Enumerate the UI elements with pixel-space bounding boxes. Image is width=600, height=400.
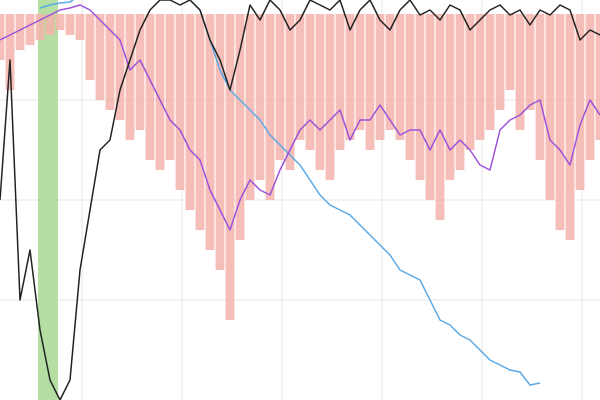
bar: [385, 14, 395, 130]
bar: [105, 14, 115, 110]
bar: [15, 14, 25, 50]
bar: [555, 14, 565, 230]
bar: [425, 14, 435, 200]
bar: [85, 14, 95, 80]
bar: [355, 14, 365, 130]
bar: [285, 14, 295, 170]
bar: [335, 14, 345, 150]
bar: [145, 14, 155, 160]
bar: [265, 14, 275, 200]
bar: [255, 14, 265, 180]
bar: [5, 14, 15, 90]
bar: [595, 14, 600, 140]
bar: [315, 14, 325, 170]
bar: [125, 14, 135, 140]
bar: [585, 14, 595, 160]
bar: [375, 14, 385, 140]
bar: [295, 14, 305, 140]
bar: [45, 14, 55, 35]
bar: [245, 14, 255, 200]
bar: [225, 14, 235, 320]
bar: [535, 14, 545, 160]
bar: [405, 14, 415, 160]
bar: [365, 14, 375, 150]
bar: [455, 14, 465, 170]
line: [39, 0, 541, 386]
bar: [275, 14, 285, 160]
bar: [135, 14, 145, 130]
bar: [485, 14, 495, 130]
bar: [175, 14, 185, 190]
bar: [65, 14, 75, 35]
bar: [235, 14, 245, 240]
bar: [75, 14, 85, 40]
bar: [155, 14, 165, 170]
line: [0, 4, 600, 231]
bar: [435, 14, 445, 220]
bar: [115, 14, 125, 120]
bar: [25, 14, 35, 45]
bar: [545, 14, 555, 200]
bar: [525, 14, 535, 110]
highlight-band: [38, 0, 58, 400]
bar: [205, 14, 215, 250]
bar: [415, 14, 425, 180]
bar: [495, 14, 505, 110]
bar: [305, 14, 315, 150]
bar: [345, 14, 355, 140]
bar: [165, 14, 175, 160]
bar: [395, 14, 405, 140]
bar: [565, 14, 575, 240]
bar: [475, 14, 485, 140]
bar: [445, 14, 455, 180]
bar: [575, 14, 585, 190]
bar: [95, 14, 105, 100]
bar: [0, 14, 5, 60]
bar: [325, 14, 335, 180]
bar: [185, 14, 195, 210]
bar: [505, 14, 515, 90]
bar: [195, 14, 205, 230]
bar: [35, 14, 45, 40]
bar: [55, 14, 65, 30]
bar: [215, 14, 225, 270]
bar: [515, 14, 525, 130]
bar: [465, 14, 475, 150]
